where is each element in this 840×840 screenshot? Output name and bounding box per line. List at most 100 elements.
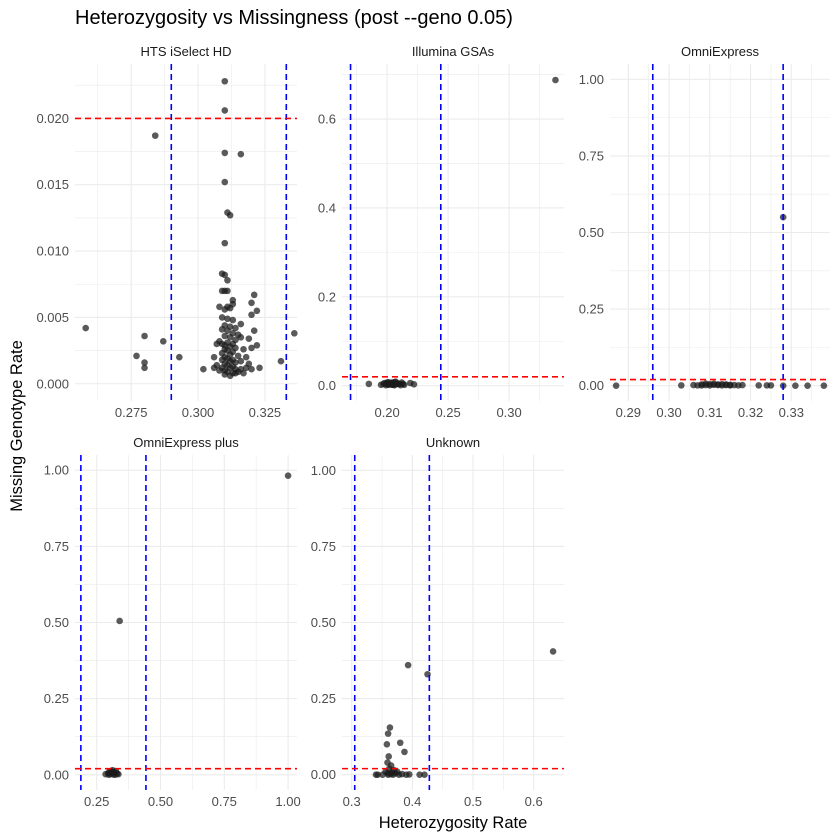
facet-panels: HTS iSelect HD 0.275 0.300 0.325 0.000 0.005 0… [36, 44, 830, 809]
x-tick-label: 0.300 [182, 405, 215, 420]
data-point [221, 271, 229, 279]
data-point [612, 382, 620, 389]
data-point [110, 768, 118, 776]
y-tick-label: 0.4 [318, 200, 336, 215]
data-point [404, 661, 412, 669]
x-tick-label: 0.31 [697, 405, 722, 420]
data-point [248, 299, 255, 307]
data-point [767, 382, 775, 389]
data-point [549, 648, 557, 655]
data-point [250, 291, 258, 299]
y-tick-label: 0.00 [44, 767, 69, 782]
data-point [226, 211, 234, 219]
y-tick-label: 0.75 [579, 148, 604, 163]
data-point [213, 340, 221, 348]
data-point [221, 178, 229, 186]
data-point [416, 771, 423, 779]
data-point [256, 364, 263, 372]
data-point [380, 380, 387, 388]
data-point [226, 334, 234, 341]
x-tick-label: 0.29 [616, 405, 641, 420]
panel-1: HTS iSelect HD 0.275 0.300 0.325 0.000 0.005 0… [36, 44, 298, 420]
y-tick-label: 0.50 [579, 225, 604, 240]
data-point [399, 380, 407, 388]
data-point [232, 324, 239, 332]
panel-5: Unknown 0.3 0.4 0.5 0.6 0.00 0.25 0.50 0.75 1.00 [311, 435, 564, 809]
y-tick-label: 0.25 [311, 691, 336, 706]
data-point [739, 381, 746, 389]
panel-4: OmniExpress plus 0.25 0.50 0.75 1.00 0.00 0.25… [44, 435, 301, 809]
data-point [386, 724, 394, 731]
y-tick-label: 0.25 [44, 691, 69, 706]
data-point [248, 344, 255, 352]
y-tick-label: 1.00 [311, 463, 336, 478]
data-point [237, 365, 245, 373]
data-point [406, 771, 413, 778]
y-tick-label: 0.015 [36, 177, 69, 192]
data-point [250, 327, 258, 334]
data-point [384, 769, 391, 777]
data-point [221, 149, 229, 157]
x-tick-label: 0.275 [115, 405, 148, 420]
strip-label: OmniExpress plus [133, 435, 239, 450]
data-point [245, 360, 253, 368]
y-tick-label: 0.50 [311, 615, 336, 630]
data-point [221, 306, 229, 313]
data-point [224, 287, 231, 295]
x-tick-label: 0.33 [779, 405, 804, 420]
data-point [221, 239, 229, 247]
strip-label: OmniExpress [681, 44, 760, 59]
data-point [210, 364, 218, 372]
x-tick-label: 0.25 [84, 794, 109, 809]
data-point [677, 382, 685, 389]
data-point [229, 316, 237, 324]
data-point [82, 324, 89, 332]
x-tick-label: 0.3 [343, 794, 361, 809]
data-point [277, 357, 285, 365]
data-point [221, 332, 229, 340]
data-point [284, 472, 292, 480]
y-tick-label: 0.6 [318, 112, 336, 127]
data-point [159, 337, 167, 345]
data-point [248, 311, 255, 319]
data-point [240, 345, 247, 353]
y-tick-label: 0.005 [36, 310, 69, 325]
data-point [216, 367, 223, 374]
x-tick-label: 0.75 [212, 794, 237, 809]
x-tick-label: 0.25 [435, 405, 460, 420]
data-point [216, 303, 223, 311]
data-point [385, 753, 393, 760]
y-tick-label: 0.25 [579, 302, 604, 317]
data-point [253, 341, 261, 349]
chart-title: Heterozygosity vs Missingness (post --ge… [75, 7, 513, 29]
y-tick-label: 0.2 [318, 289, 336, 304]
data-point [383, 740, 391, 748]
data-point [218, 314, 226, 321]
x-tick-label: 0.30 [496, 405, 521, 420]
x-tick-label: 0.6 [525, 794, 543, 809]
y-tick-label: 1.00 [579, 72, 604, 87]
data-point [234, 352, 242, 360]
y-tick-label: 0.0 [318, 378, 336, 393]
y-axis-title: Missing Genotype Rate [8, 340, 26, 512]
y-tick-label: 0.020 [36, 111, 69, 126]
x-tick-label: 0.50 [148, 794, 173, 809]
y-tick-label: 0.75 [44, 539, 69, 554]
data-point [200, 365, 207, 373]
data-point [552, 76, 559, 84]
data-point [116, 617, 123, 625]
y-tick-label: 0.00 [311, 767, 336, 782]
data-point [820, 382, 828, 389]
data-point [237, 320, 245, 328]
data-point [392, 378, 399, 385]
strip-label: HTS iSelect HD [140, 44, 231, 59]
x-tick-label: 0.5 [464, 794, 482, 809]
data-point [221, 77, 229, 85]
data-point [237, 150, 245, 158]
data-point [421, 771, 428, 779]
data-point [237, 357, 245, 365]
data-point [232, 369, 239, 377]
data-point [141, 359, 148, 366]
x-tick-label: 0.4 [403, 794, 421, 809]
